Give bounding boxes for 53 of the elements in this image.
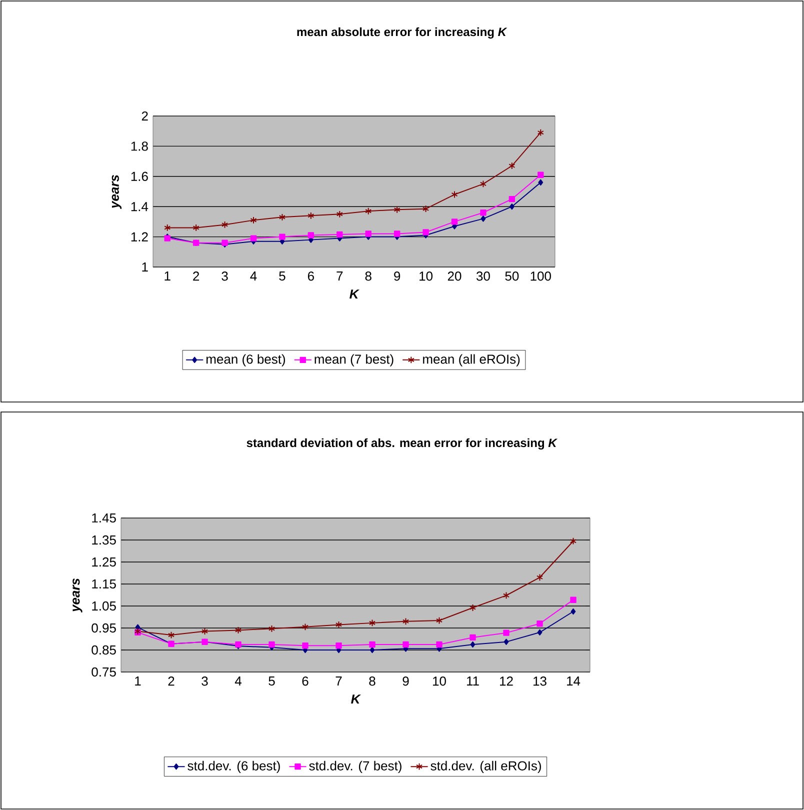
x-tick-label: 8: [365, 272, 372, 281]
y-tick-label: 1.6: [131, 172, 148, 181]
y-tick-label: 2: [142, 111, 148, 121]
legend-label: mean (6 best): [206, 354, 286, 366]
x-tick-label: 6: [308, 272, 314, 281]
legend-label: mean (7 best): [314, 354, 394, 366]
x-tick-label: 50: [505, 272, 519, 281]
x-tick-label: 9: [402, 676, 409, 686]
y-tick-label: 0.75: [92, 667, 116, 677]
x-tick-label: 20: [448, 272, 462, 281]
x-tick-label: 10: [433, 676, 446, 686]
x-tick-label: 7: [336, 272, 343, 280]
chart-title: standard deviation of abs. mean error for increasing K: [246, 438, 558, 450]
x-tick-label: 8: [369, 676, 376, 686]
x-tick-label: 3: [202, 676, 208, 686]
legend-label: std.dev. (all eROIs): [430, 760, 541, 774]
x-tick-label: 2: [168, 676, 174, 686]
y-tick-label: 1.15: [92, 579, 116, 589]
y-axis-title: years: [112, 174, 122, 210]
x-tick-label: 7: [336, 676, 342, 686]
y-tick-label: 1.2: [131, 232, 148, 242]
legend-label: std.dev. (7 best): [309, 760, 402, 774]
x-tick-label: 12: [500, 676, 513, 686]
x-tick-label: 2: [193, 272, 200, 281]
x-tick-label: 100: [530, 272, 551, 281]
y-axis-title: years: [72, 578, 82, 613]
y-tick-label: 1.8: [131, 142, 148, 151]
chart-title: mean absolute error for increasing K: [297, 27, 508, 39]
x-tick-label: 14: [567, 676, 580, 686]
y-tick-label: 1: [142, 262, 148, 272]
x-tick-label: 13: [534, 676, 546, 686]
legend-label: std.dev. (6 best): [188, 760, 280, 774]
x-tick-label: 10: [420, 272, 433, 281]
x-tick-label: 3: [222, 272, 228, 281]
x-tick-label: 9: [394, 272, 400, 281]
x-tick-label: 1: [164, 272, 170, 280]
x-tick-label: 11: [466, 676, 479, 686]
legend-label: mean (all eROIs): [423, 354, 520, 366]
y-tick-label: 1.05: [92, 601, 116, 611]
x-tick-label: 30: [476, 272, 490, 281]
x-tick-label: 4: [234, 676, 242, 686]
x-axis-title: K: [350, 290, 360, 299]
y-tick-label: 0.95: [92, 623, 116, 633]
y-tick-label: 1.4: [131, 202, 148, 212]
x-tick-label: 5: [279, 272, 286, 281]
y-tick-label: 0.85: [92, 645, 116, 655]
y-tick-label: 1.45: [92, 513, 116, 523]
y-tick-label: 1.25: [92, 557, 116, 567]
x-axis-title: K: [351, 694, 361, 704]
x-tick-label: 6: [302, 676, 308, 686]
x-tick-label: 4: [250, 272, 257, 280]
x-tick-label: 5: [268, 676, 275, 686]
y-tick-label: 1.35: [92, 535, 116, 545]
